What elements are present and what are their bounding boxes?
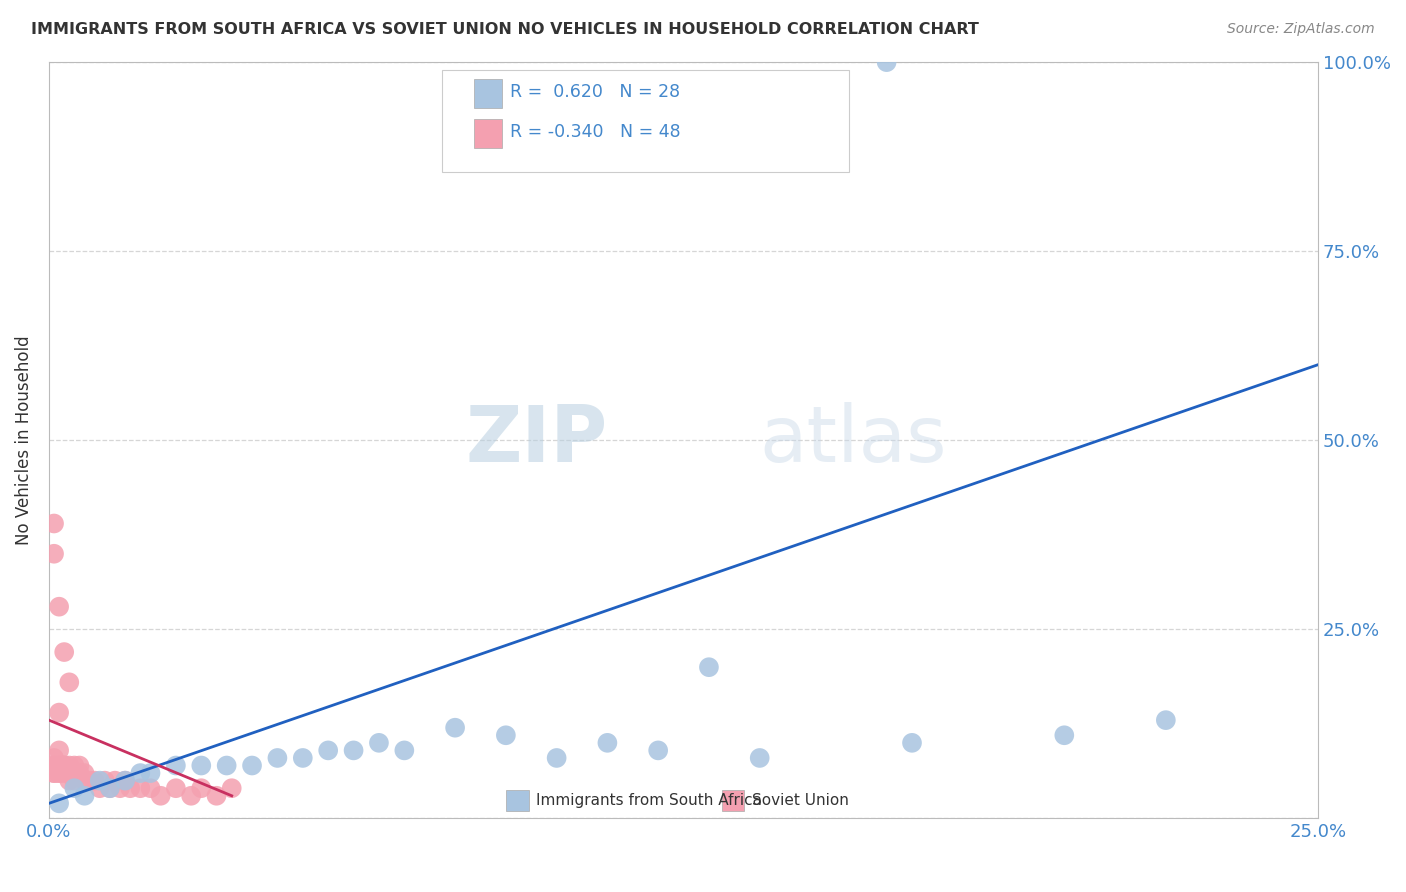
Point [316, 743, 339, 757]
Point [697, 660, 720, 674]
Point [139, 781, 162, 796]
Point [1154, 713, 1177, 727]
Point [53, 758, 76, 772]
Point [48, 797, 70, 811]
Point [48, 743, 70, 757]
Point [647, 743, 669, 757]
Text: R = -0.340   N = 48: R = -0.340 N = 48 [510, 123, 681, 142]
Y-axis label: No Vehicles in Household: No Vehicles in Household [15, 335, 32, 545]
Point [215, 758, 238, 772]
Point [73, 773, 96, 788]
Point [291, 751, 314, 765]
Text: Source: ZipAtlas.com: Source: ZipAtlas.com [1227, 22, 1375, 37]
Point [63, 758, 86, 772]
Point [444, 721, 467, 735]
Point [73, 766, 96, 780]
Point [42, 547, 65, 561]
Point [53, 758, 76, 772]
Point [42, 766, 65, 780]
Point [42, 516, 65, 531]
Text: Immigrants from South Africa: Immigrants from South Africa [536, 793, 762, 808]
Point [58, 758, 80, 772]
FancyBboxPatch shape [443, 70, 849, 172]
Point [114, 773, 136, 788]
Point [42, 758, 65, 772]
Point [53, 766, 76, 780]
Point [42, 766, 65, 780]
Point [58, 675, 80, 690]
Point [53, 645, 76, 659]
Point [180, 789, 202, 803]
Point [67, 766, 90, 780]
Point [1053, 728, 1076, 742]
Point [48, 758, 70, 772]
Point [104, 773, 127, 788]
Bar [474, 119, 502, 147]
Point [165, 758, 187, 772]
Point [546, 751, 568, 765]
Bar [506, 789, 529, 811]
Point [48, 766, 70, 780]
Point [165, 781, 187, 796]
Text: R =  0.620   N = 28: R = 0.620 N = 28 [510, 83, 681, 102]
Point [48, 599, 70, 614]
Point [342, 743, 364, 757]
Point [190, 781, 212, 796]
Text: Soviet Union: Soviet Union [752, 793, 849, 808]
Point [495, 728, 517, 742]
Point [748, 751, 770, 765]
Point [876, 55, 898, 70]
Point [89, 781, 111, 796]
Point [129, 766, 152, 780]
Text: ZIP: ZIP [465, 402, 607, 478]
Point [48, 706, 70, 720]
Point [139, 766, 162, 780]
Point [266, 751, 288, 765]
Point [98, 781, 121, 796]
Point [94, 773, 117, 788]
Text: IMMIGRANTS FROM SOUTH AFRICA VS SOVIET UNION NO VEHICLES IN HOUSEHOLD CORRELATIO: IMMIGRANTS FROM SOUTH AFRICA VS SOVIET U… [31, 22, 979, 37]
Point [48, 758, 70, 772]
Point [114, 773, 136, 788]
Point [53, 758, 76, 772]
Point [240, 758, 263, 772]
Point [83, 773, 105, 788]
Point [221, 781, 243, 796]
Point [63, 781, 86, 796]
Point [98, 781, 121, 796]
Point [205, 789, 228, 803]
Point [120, 781, 142, 796]
Point [73, 789, 96, 803]
Point [394, 743, 416, 757]
Point [129, 781, 152, 796]
Point [58, 773, 80, 788]
Point [67, 758, 90, 772]
Point [63, 766, 86, 780]
Point [368, 736, 391, 750]
Bar [474, 78, 502, 108]
Point [89, 773, 111, 788]
Point [149, 789, 172, 803]
Point [63, 766, 86, 780]
Point [42, 751, 65, 765]
Point [63, 773, 86, 788]
Point [48, 766, 70, 780]
Point [901, 736, 924, 750]
Point [108, 781, 131, 796]
Point [190, 758, 212, 772]
Point [42, 758, 65, 772]
Point [596, 736, 619, 750]
Point [58, 766, 80, 780]
Point [79, 773, 101, 788]
Text: atlas: atlas [759, 402, 948, 478]
Bar [721, 789, 744, 811]
